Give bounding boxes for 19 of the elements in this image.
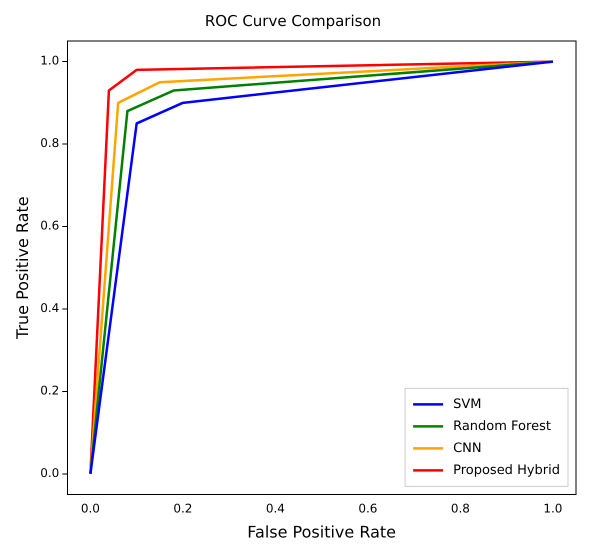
x-tick-label: 0.6 xyxy=(358,502,378,516)
legend-label: Proposed Hybrid xyxy=(453,462,560,478)
x-tick-label: 0.2 xyxy=(173,502,192,516)
x-tick-label: 0.4 xyxy=(266,502,285,516)
y-tick-label: 0.8 xyxy=(40,136,60,150)
y-tick-label: 0.2 xyxy=(40,383,60,398)
y-axis-title: True Positive Rate xyxy=(12,196,32,340)
chart-title: ROC Curve Comparison xyxy=(204,12,382,30)
x-tick-label: 0.0 xyxy=(80,502,100,516)
legend-label: Random Forest xyxy=(453,418,551,434)
x-tick-label: 0.8 xyxy=(450,502,470,516)
legend-label: CNN xyxy=(453,440,482,456)
y-tick-label: 0.6 xyxy=(40,218,60,233)
x-axis-title: False Positive Rate xyxy=(247,522,396,542)
x-tick-label: 1.0 xyxy=(543,502,562,516)
legend-label: SVM xyxy=(453,396,482,412)
y-tick-label: 0.4 xyxy=(40,301,60,316)
y-tick-label: 0.0 xyxy=(40,466,60,480)
y-tick-label: 1.0 xyxy=(40,54,60,68)
